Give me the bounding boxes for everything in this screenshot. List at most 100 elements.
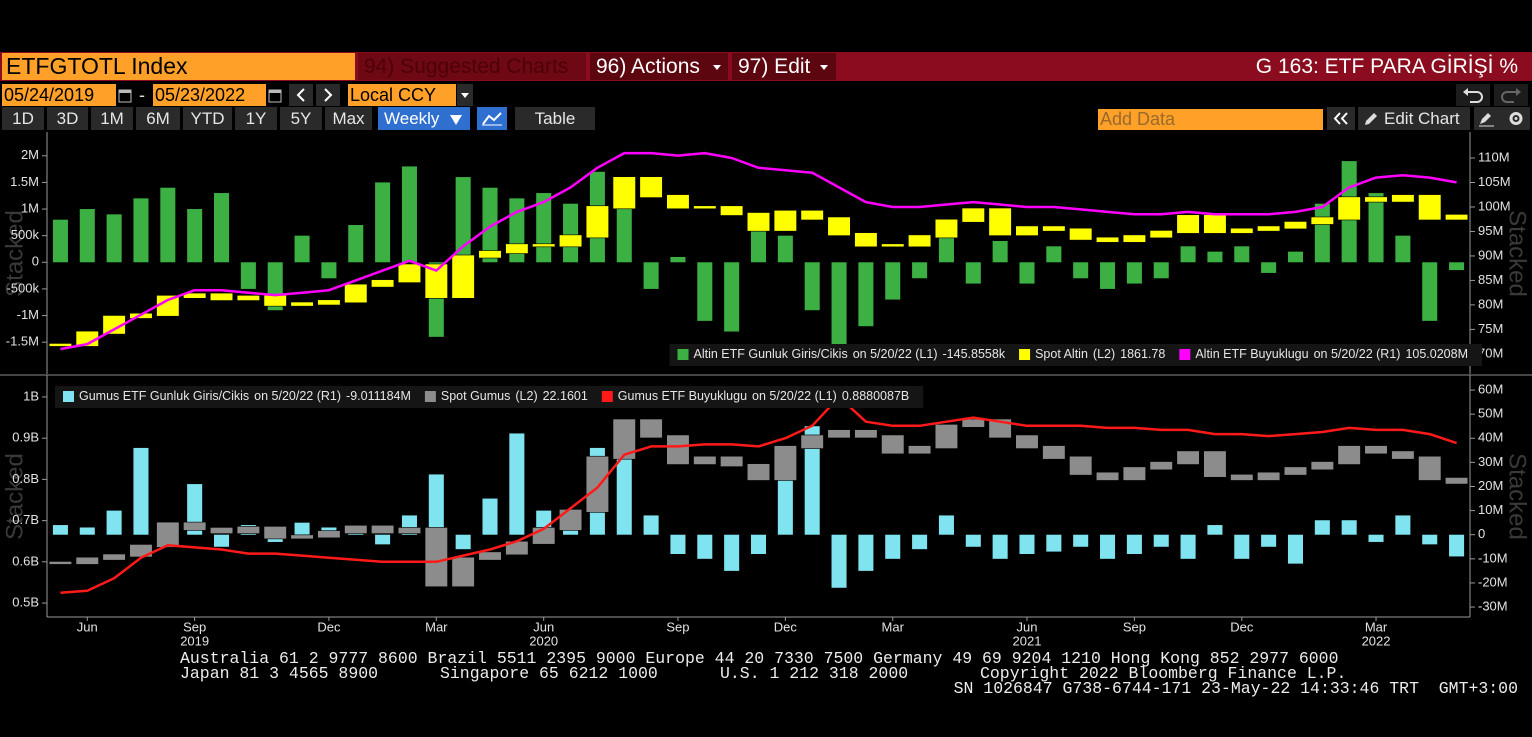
bar [670,534,686,555]
legend-text: (L2) [515,389,537,403]
bar [160,187,176,263]
calendar-icon[interactable] [118,86,132,104]
bar [912,262,928,279]
bar [133,198,149,263]
legend-entry: Spot Gumus (L2) 22.1601 [441,389,588,403]
start-date[interactable]: 05/24/2019 [2,84,116,106]
undo-button[interactable] [1456,84,1490,106]
table-button[interactable]: Table [515,107,595,130]
end-date[interactable]: 05/23/2022 [153,84,266,106]
legend-text: 22.1601 [543,389,588,403]
candle [693,455,717,465]
bar [509,433,525,535]
candle [1337,196,1361,221]
legend-swatch [601,391,613,402]
candle [183,521,207,531]
actions-button[interactable]: 96) Actions [590,53,728,80]
collapse-button[interactable] [1327,107,1355,130]
axis-watermark: Stacked [1504,453,1531,540]
x-tick-label: Sep [1123,619,1146,634]
bar [724,534,740,571]
bar [1395,235,1411,263]
y-tick-label: -20M [1478,574,1508,589]
candle [612,176,636,210]
bar [563,203,579,263]
candle [1337,445,1361,465]
period-button[interactable]: YTD [183,107,232,130]
candle [1230,227,1254,234]
bar [616,438,632,535]
edit-label: 97) Edit [738,55,811,78]
period-button[interactable]: 1M [91,107,133,130]
ticker-field[interactable]: ETFGTOTL Index [2,53,355,80]
candle [827,216,851,236]
x-tick-label: Jun [533,619,554,634]
bar [1395,515,1411,535]
candle [934,424,959,449]
x-tick-label: Dec [317,619,341,634]
y-tick-label: 90M [1478,247,1503,262]
bar [1314,520,1330,535]
bar [831,262,847,348]
bar [52,219,68,263]
candle [209,292,234,301]
candle [1418,194,1442,221]
pencil-icon [1365,113,1377,125]
bar [52,525,68,535]
bar [1287,534,1303,564]
period-button[interactable]: 5Y [280,107,322,130]
period-button[interactable]: 3D [47,107,88,130]
candle [720,205,744,216]
bar [804,262,820,311]
bar [965,262,981,284]
legend-text: Gumus ETF Buyuklugu [618,389,747,403]
previous-button[interactable] [289,84,313,106]
candle [1015,434,1039,449]
currency-dropdown[interactable] [457,84,473,106]
suggested-charts-button[interactable]: 94) Suggested Charts [358,53,586,80]
bar [348,225,364,263]
dropdown-arrow [820,65,828,70]
edit-button[interactable]: 97) Edit [732,53,836,80]
period-button[interactable]: Max [325,107,372,130]
chart-type-button[interactable] [477,107,507,130]
calendar-icon[interactable] [268,86,282,104]
settings-icons[interactable] [1474,107,1530,130]
period-button[interactable]: 6M [136,107,180,130]
legend: Altin ETF Gunluk Giris/Cikis on 5/20/22 (… [669,344,1482,366]
period-button[interactable]: 1Y [235,107,277,130]
bar [79,209,95,263]
y-tick-label: 70M [1478,345,1503,360]
candle [1095,236,1120,243]
candle [1444,477,1469,485]
y-tick-label: 40M [1478,430,1503,445]
legend-text: (L2) [1093,347,1115,361]
legend-swatch [1019,349,1031,360]
axis-watermark: Stacked [1,453,28,540]
frequency-dropdown[interactable]: Weekly [378,107,470,130]
redo-button[interactable] [1494,84,1528,106]
bar [1422,534,1438,545]
candle [317,530,341,539]
legend-text: Altin ETF Gunluk Giris/Cikis [694,347,848,361]
candle [344,283,368,304]
y-tick-label: -1.5M [6,334,39,349]
bar [1126,262,1142,284]
period-button[interactable]: 1D [2,107,44,130]
candle [317,299,341,306]
candle [800,209,824,221]
add-data-field[interactable]: Add Data [1098,109,1323,130]
candle [156,521,180,548]
candle [1310,461,1334,471]
bar [1314,203,1330,263]
candle [854,232,878,248]
candle [451,254,475,299]
edit-chart-button[interactable]: Edit Chart [1358,107,1470,130]
candle [908,234,932,248]
candle [800,434,824,449]
y-tick-label: 75M [1478,321,1503,336]
currency-field[interactable]: Local CCY [348,84,456,106]
candle [666,194,690,210]
bar [1073,534,1089,547]
next-button[interactable] [316,84,340,106]
